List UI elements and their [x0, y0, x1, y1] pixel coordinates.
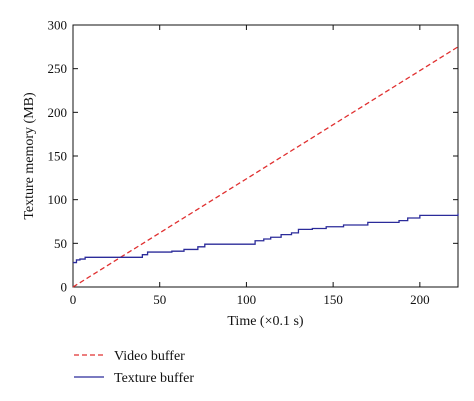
- y-tick-label: 150: [48, 149, 68, 164]
- x-axis-label: Time (×0.1 s): [227, 314, 304, 329]
- y-tick-label: 100: [48, 192, 68, 207]
- y-axis-label: Texture memory (MB): [22, 92, 37, 220]
- y-tick-label: 250: [48, 61, 68, 76]
- axis-ticks: [72, 24, 458, 288]
- x-tick-label: 200: [410, 292, 430, 307]
- x-tick-label: 0: [70, 292, 77, 307]
- y-tick-label: 50: [54, 236, 67, 251]
- y-tick-label: 300: [48, 18, 68, 33]
- tick-labels: 0 50 100 150 200 0 50 100 150 200 250 300: [48, 18, 430, 308]
- series-line-texture-buffer: [73, 213, 459, 264]
- legend-label-video-buffer: Video buffer: [114, 349, 185, 364]
- y-tick-label: 200: [48, 105, 68, 120]
- y-tick-label: 0: [61, 280, 68, 295]
- x-tick-label: 50: [153, 292, 166, 307]
- series-line-video-buffer: [72, 46, 459, 288]
- plot-frame: [72, 24, 459, 288]
- x-tick-label: 100: [237, 292, 257, 307]
- plot-area: [72, 24, 459, 288]
- legend: Video buffer Texture buffer: [74, 349, 194, 386]
- series-lines: [72, 46, 459, 288]
- legend-label-texture-buffer: Texture buffer: [114, 371, 194, 386]
- x-tick-label: 150: [323, 292, 343, 307]
